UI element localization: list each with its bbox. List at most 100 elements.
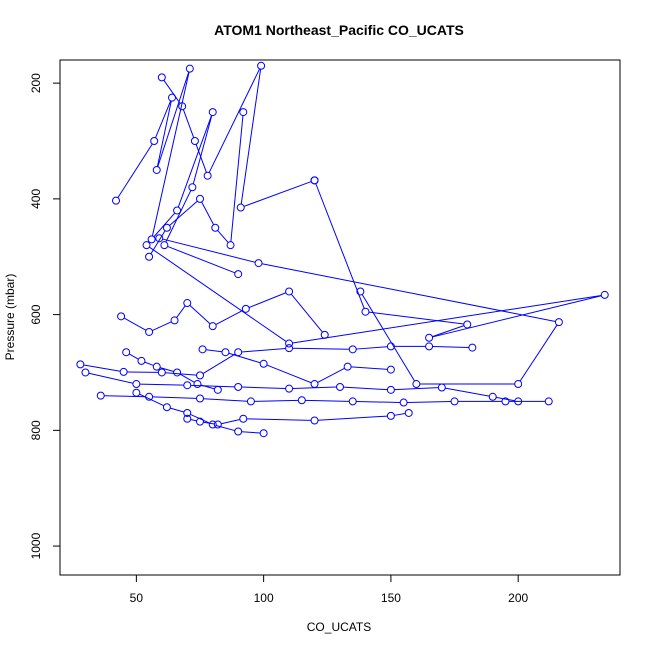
data-point	[239, 414, 248, 423]
data-point	[463, 320, 472, 329]
profile-series	[183, 408, 413, 429]
data-point	[203, 171, 212, 180]
series-segment	[155, 100, 172, 138]
data-point	[488, 392, 497, 401]
series-segment	[266, 364, 312, 384]
data-point	[132, 380, 141, 389]
data-point	[600, 290, 609, 299]
data-point	[234, 382, 243, 391]
data-point	[246, 397, 255, 406]
data-point	[310, 176, 319, 185]
data-point	[145, 327, 154, 336]
profile-series	[145, 108, 248, 261]
series-segment	[83, 364, 121, 372]
series-segment	[157, 71, 190, 167]
data-point	[196, 417, 204, 426]
series-segment	[117, 143, 153, 198]
x-tick-label: 150	[381, 591, 401, 605]
data-point	[155, 234, 164, 243]
profile-series	[112, 64, 243, 279]
profile-series	[76, 342, 477, 380]
series-segment	[356, 400, 401, 403]
series-segment	[123, 317, 147, 331]
series-segment	[200, 384, 215, 390]
series-segment	[151, 71, 190, 237]
data-point	[137, 356, 146, 365]
data-point	[336, 382, 344, 391]
y-tick-label: 1000	[29, 532, 43, 559]
data-point	[173, 368, 182, 377]
data-point	[257, 61, 266, 70]
chart-title: ATOM1 Northeast_Pacific CO_UCATS	[214, 22, 464, 38]
data-point	[226, 241, 235, 250]
data-point	[285, 287, 294, 296]
data-point	[208, 420, 217, 429]
y-tick-label: 200	[29, 73, 43, 93]
data-point	[514, 380, 523, 389]
x-axis: 50 100 150 200	[130, 575, 529, 605]
data-point	[157, 73, 166, 82]
data-point	[254, 259, 263, 268]
series-segment	[190, 419, 197, 422]
series-segment	[241, 347, 286, 353]
data-point	[234, 427, 243, 436]
data-point	[76, 360, 85, 369]
series-segment	[246, 418, 312, 421]
series-segment	[254, 399, 299, 402]
series-segment	[217, 230, 229, 243]
series-segment	[152, 396, 197, 399]
series-segment	[163, 79, 181, 104]
series-segment	[177, 115, 213, 208]
series-segment	[215, 424, 235, 432]
data-point	[310, 416, 319, 425]
data-point	[208, 108, 217, 117]
data-point	[386, 411, 395, 420]
y-tick-label: 400	[29, 189, 43, 209]
data-point	[145, 252, 154, 261]
y-axis: 200 400 600 800 1000	[29, 73, 60, 559]
data-point	[170, 316, 179, 325]
data-point	[193, 380, 202, 389]
profile-series	[155, 234, 563, 389]
series-segment	[241, 431, 261, 434]
series-segment	[261, 263, 556, 322]
data-point	[234, 348, 243, 357]
series-segment	[189, 305, 211, 325]
series-segment	[519, 324, 558, 382]
data-point	[437, 383, 446, 392]
data-point	[348, 397, 357, 406]
data-point	[132, 388, 141, 397]
data-point	[425, 342, 434, 351]
series-segment	[351, 366, 388, 370]
data-point	[196, 394, 204, 403]
series-segment	[205, 349, 223, 353]
series-segment	[356, 346, 388, 350]
series-segment	[152, 321, 172, 331]
series-segment	[165, 190, 192, 243]
series-segment	[394, 387, 439, 391]
data-point	[544, 397, 553, 406]
data-point	[259, 359, 268, 368]
x-tick-label: 100	[254, 591, 274, 605]
data-point	[183, 299, 192, 308]
series-segment	[156, 100, 172, 167]
data-point	[157, 368, 166, 377]
data-point	[211, 223, 220, 232]
data-point	[310, 380, 319, 389]
series-segment	[368, 311, 464, 325]
data-point	[122, 348, 131, 357]
series-segment	[176, 305, 186, 318]
data-point	[178, 102, 187, 111]
series-segment	[292, 347, 350, 350]
x-tick-label: 50	[130, 591, 144, 605]
profile-series	[157, 61, 319, 212]
series-segment	[128, 353, 139, 360]
data-point	[196, 371, 204, 380]
series-segment	[144, 361, 154, 366]
plot-frame	[59, 59, 621, 576]
data-point	[425, 333, 434, 342]
series-segment	[230, 115, 244, 242]
data-point	[239, 108, 248, 117]
data-point	[285, 339, 294, 348]
data-point	[112, 196, 120, 205]
